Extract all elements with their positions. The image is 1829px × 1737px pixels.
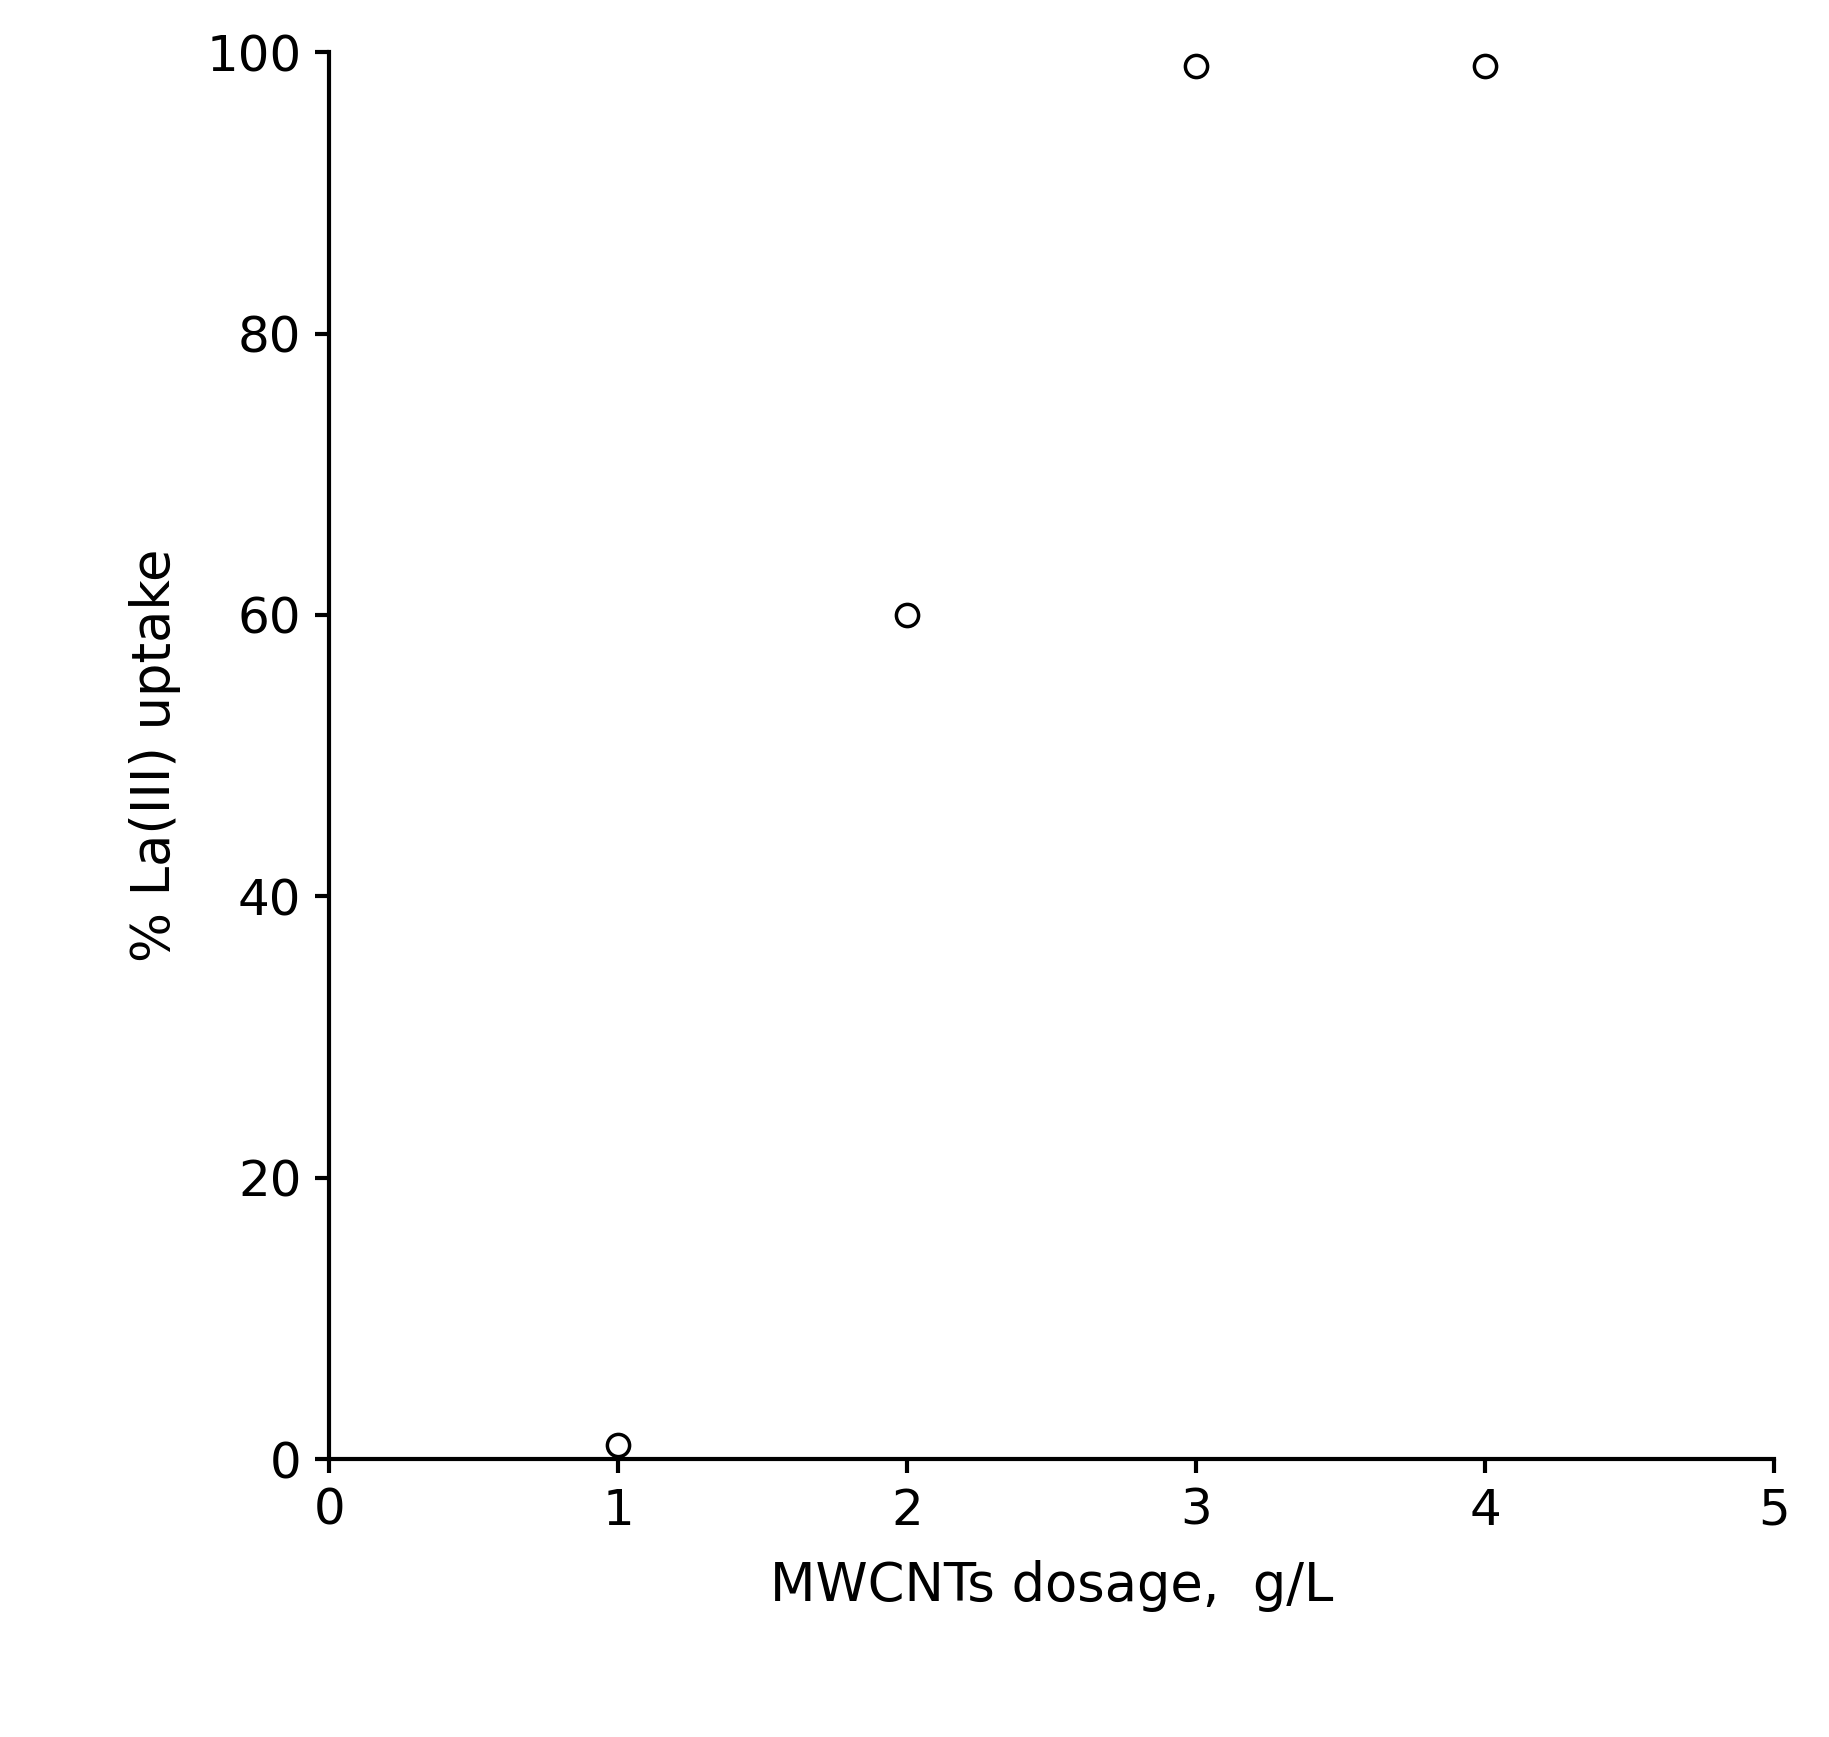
X-axis label: MWCNTs dosage,  g/L: MWCNTs dosage, g/L — [770, 1560, 1333, 1612]
Y-axis label: % La(III) uptake: % La(III) uptake — [130, 549, 181, 962]
